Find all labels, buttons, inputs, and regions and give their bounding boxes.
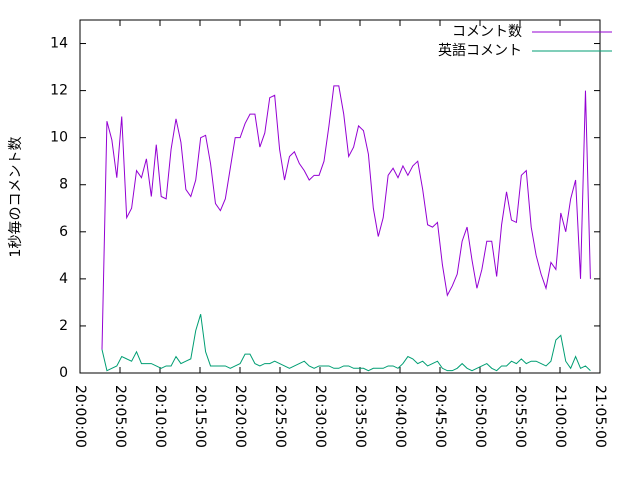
- x-tick-label: 20:00:00: [72, 385, 88, 448]
- y-tick-label: 12: [50, 83, 68, 99]
- y-tick-label: 8: [59, 177, 68, 193]
- legend-label: 英語コメント: [438, 42, 522, 59]
- x-tick-label: 20:25:00: [272, 385, 288, 448]
- x-tick-label: 20:30:00: [312, 385, 328, 448]
- x-tick-label: 21:05:00: [592, 385, 608, 448]
- x-tick-label: 20:05:00: [112, 385, 128, 448]
- x-tick-label: 20:40:00: [392, 385, 408, 448]
- y-axis-label: 1秒毎のコメント数: [8, 137, 24, 258]
- legend-label: コメント数: [452, 24, 522, 40]
- x-tick-label: 20:20:00: [232, 385, 248, 448]
- y-tick-label: 10: [50, 130, 68, 146]
- plot-border: [79, 19, 601, 374]
- x-tick-label: 20:15:00: [192, 385, 208, 448]
- x-tick-label: 20:35:00: [352, 385, 368, 448]
- y-tick-label: 6: [59, 224, 68, 240]
- y-tick-label: 2: [59, 318, 68, 334]
- y-tick-label: 4: [59, 271, 68, 287]
- x-tick-label: 20:55:00: [512, 385, 528, 448]
- series-line: [101, 314, 591, 372]
- y-tick-label: 14: [50, 36, 68, 52]
- x-tick-label: 21:00:00: [552, 385, 568, 448]
- x-tick-label: 20:50:00: [472, 385, 488, 448]
- x-tick-label: 20:45:00: [432, 385, 448, 448]
- y-tick-label: 0: [59, 365, 68, 381]
- x-tick-label: 20:10:00: [152, 385, 168, 448]
- series-line: [101, 85, 591, 350]
